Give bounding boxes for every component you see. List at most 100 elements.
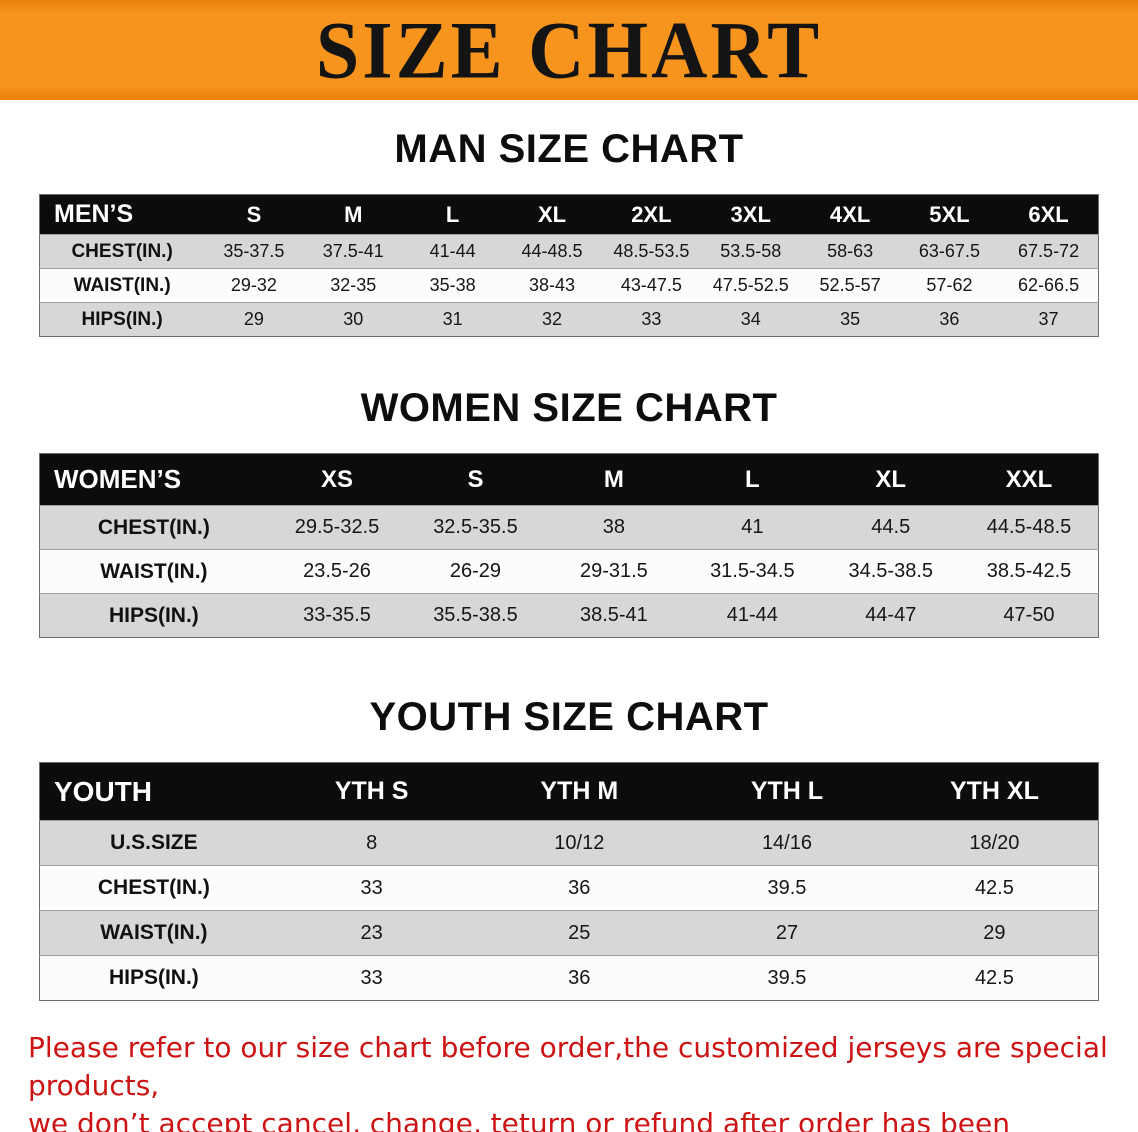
size-value-cell: 8 <box>366 831 378 854</box>
mens-size-table: MEN’S S M L XL 2XL 3XL 4XL 5XL 6XL CHEST(IN.) 35-37… <box>39 194 1099 337</box>
table-header-row: YOUTH YTH S YTH M YTH L YTH XL <box>39 762 1099 821</box>
size-column-header: 4XL <box>829 201 871 227</box>
table-row: CHEST(IN.) 29.5-32.5 32.5-35.5 38 41 44.5 44.5… <box>39 505 1099 550</box>
size-value-cell: 44-48.5 <box>521 241 583 261</box>
size-value-cell: 36 <box>939 309 960 329</box>
banner-title: SIZE CHART <box>315 3 823 96</box>
size-value-cell: 44-47 <box>865 604 917 626</box>
size-value-cell: 31 <box>442 309 463 329</box>
size-value-cell: 38.5-41 <box>579 604 648 626</box>
size-value-cell: 39.5 <box>767 876 807 899</box>
size-value-cell: 44.5-48.5 <box>986 516 1072 538</box>
size-column-header: YTH S <box>334 777 409 805</box>
size-value-cell: 29 <box>243 309 264 329</box>
table-row: U.S.SIZE 8 10/12 14/16 18/20 <box>39 820 1099 866</box>
table-group-label: YOUTH <box>54 775 152 807</box>
size-column-header: YTH M <box>540 777 619 805</box>
measurement-label: WAIST(IN.) <box>100 559 208 583</box>
disclaimer-line-2: we don’t accept cancel, change, teturn o… <box>28 1106 1010 1132</box>
size-value-cell: 63-67.5 <box>918 241 980 261</box>
size-column-header: S <box>246 201 262 227</box>
size-value-cell: 43-47.5 <box>620 275 682 295</box>
size-value-cell: 48.5-53.5 <box>613 241 690 261</box>
size-column-header: XL <box>875 465 907 493</box>
table-row: CHEST(IN.) 35-37.5 37.5-41 41-44 44-48.5 48.5… <box>39 234 1099 269</box>
size-value-cell: 41 <box>741 516 764 538</box>
size-value-cell: 33 <box>641 309 662 329</box>
size-value-cell: 23.5-26 <box>303 560 371 582</box>
table-group-label: MEN’S <box>54 200 134 228</box>
table-row: CHEST(IN.) 33 36 39.5 42.5 <box>39 865 1099 911</box>
size-value-cell: 26-29 <box>449 560 502 582</box>
size-value-cell: 23 <box>360 921 383 944</box>
measurement-label: U.S.SIZE <box>110 831 198 854</box>
womens-size-table: WOMEN’S XS S M L XL XXL CHEST(IN.) 29.5-32.5 32.5… <box>39 453 1099 638</box>
measurement-label: CHEST(IN.) <box>71 240 173 262</box>
women-section-heading: WOMEN SIZE CHART <box>360 386 778 430</box>
size-value-cell: 29 <box>983 921 1006 944</box>
measurement-label: HIPS(IN.) <box>108 966 199 989</box>
table-row: HIPS(IN.) 33 36 39.5 42.5 <box>39 955 1099 1001</box>
size-value-cell: 39.5 <box>767 966 807 989</box>
size-column-header: 3XL <box>730 201 771 227</box>
size-value-cell: 36 <box>568 966 591 989</box>
youth-section-heading: YOUTH SIZE CHART <box>369 695 769 739</box>
size-value-cell: 31.5-34.5 <box>710 560 795 582</box>
size-value-cell: 34 <box>740 309 761 329</box>
size-value-cell: 62-66.5 <box>1018 275 1080 295</box>
size-column-header: XXL <box>1005 465 1053 493</box>
size-value-cell: 37.5-41 <box>322 241 384 261</box>
size-value-cell: 38-43 <box>528 275 576 295</box>
size-column-header: M <box>344 201 363 227</box>
size-value-cell: 42.5 <box>974 966 1014 989</box>
size-column-header: S <box>467 465 484 493</box>
size-column-header: XS <box>321 465 354 493</box>
size-value-cell: 41-44 <box>726 604 778 626</box>
man-section-heading: MAN SIZE CHART <box>394 127 744 171</box>
size-value-cell: 32-35 <box>330 275 377 295</box>
size-column-header: 2XL <box>631 201 672 227</box>
size-value-cell: 18/20 <box>969 831 1020 854</box>
size-value-cell: 32.5-35.5 <box>433 516 518 538</box>
size-value-cell: 35.5-38.5 <box>433 604 518 626</box>
size-column-header: XL <box>537 201 567 227</box>
measurement-label: WAIST(IN.) <box>100 921 208 944</box>
table-header-row: WOMEN’S XS S M L XL XXL <box>39 453 1099 506</box>
size-value-cell: 32 <box>541 309 563 329</box>
size-value-cell: 25 <box>568 921 591 944</box>
size-value-cell: 33 <box>360 966 383 989</box>
size-value-cell: 57-62 <box>926 275 973 295</box>
size-value-cell: 42.5 <box>974 876 1014 899</box>
size-value-cell: 36 <box>568 876 591 899</box>
size-value-cell: 33 <box>360 876 383 899</box>
size-value-cell: 29-32 <box>230 275 277 295</box>
measurement-label: HIPS(IN.) <box>108 603 199 627</box>
size-column-header: L <box>445 201 460 227</box>
measurement-label: HIPS(IN.) <box>81 308 163 330</box>
size-column-header: 5XL <box>929 201 970 227</box>
size-value-cell: 47-50 <box>1003 604 1055 626</box>
size-value-cell: 35 <box>840 309 861 329</box>
youth-size-table: YOUTH YTH S YTH M YTH L YTH XL U.S.SIZE 8 10/12… <box>39 762 1099 1001</box>
size-value-cell: 41-44 <box>429 241 476 261</box>
table-row: HIPS(IN.) 29 30 31 32 33 34 35 36 37 <box>39 302 1099 337</box>
measurement-label: WAIST(IN.) <box>73 274 171 296</box>
size-value-cell: 27 <box>775 921 799 944</box>
size-value-cell: 44.5 <box>871 516 911 538</box>
size-value-cell: 53.5-58 <box>720 241 782 261</box>
table-row: WAIST(IN.) 23.5-26 26-29 29-31.5 31.5-34.5 34… <box>39 549 1099 594</box>
size-value-cell: 35-38 <box>429 275 476 295</box>
size-value-cell: 67.5-72 <box>1018 241 1080 261</box>
table-row: WAIST(IN.) 23 25 27 29 <box>39 910 1099 956</box>
table-row: WAIST(IN.) 29-32 32-35 35-38 38-43 43-47.5 47.… <box>39 268 1099 303</box>
table-group-label: WOMEN’S <box>54 464 182 494</box>
size-column-header: YTH XL <box>949 777 1039 805</box>
size-chart-banner: SIZE CHART <box>0 0 1138 100</box>
disclaimer-line-1: Please refer to our size chart before or… <box>28 1031 1108 1102</box>
size-value-cell: 47.5-52.5 <box>712 275 789 295</box>
size-value-cell: 33-35.5 <box>303 604 371 626</box>
size-value-cell: 38 <box>602 516 626 538</box>
size-value-cell: 52.5-57 <box>819 275 881 295</box>
table-header-row: MEN’S S M L XL 2XL 3XL 4XL 5XL 6XL <box>39 194 1099 235</box>
size-value-cell: 37 <box>1038 309 1059 329</box>
